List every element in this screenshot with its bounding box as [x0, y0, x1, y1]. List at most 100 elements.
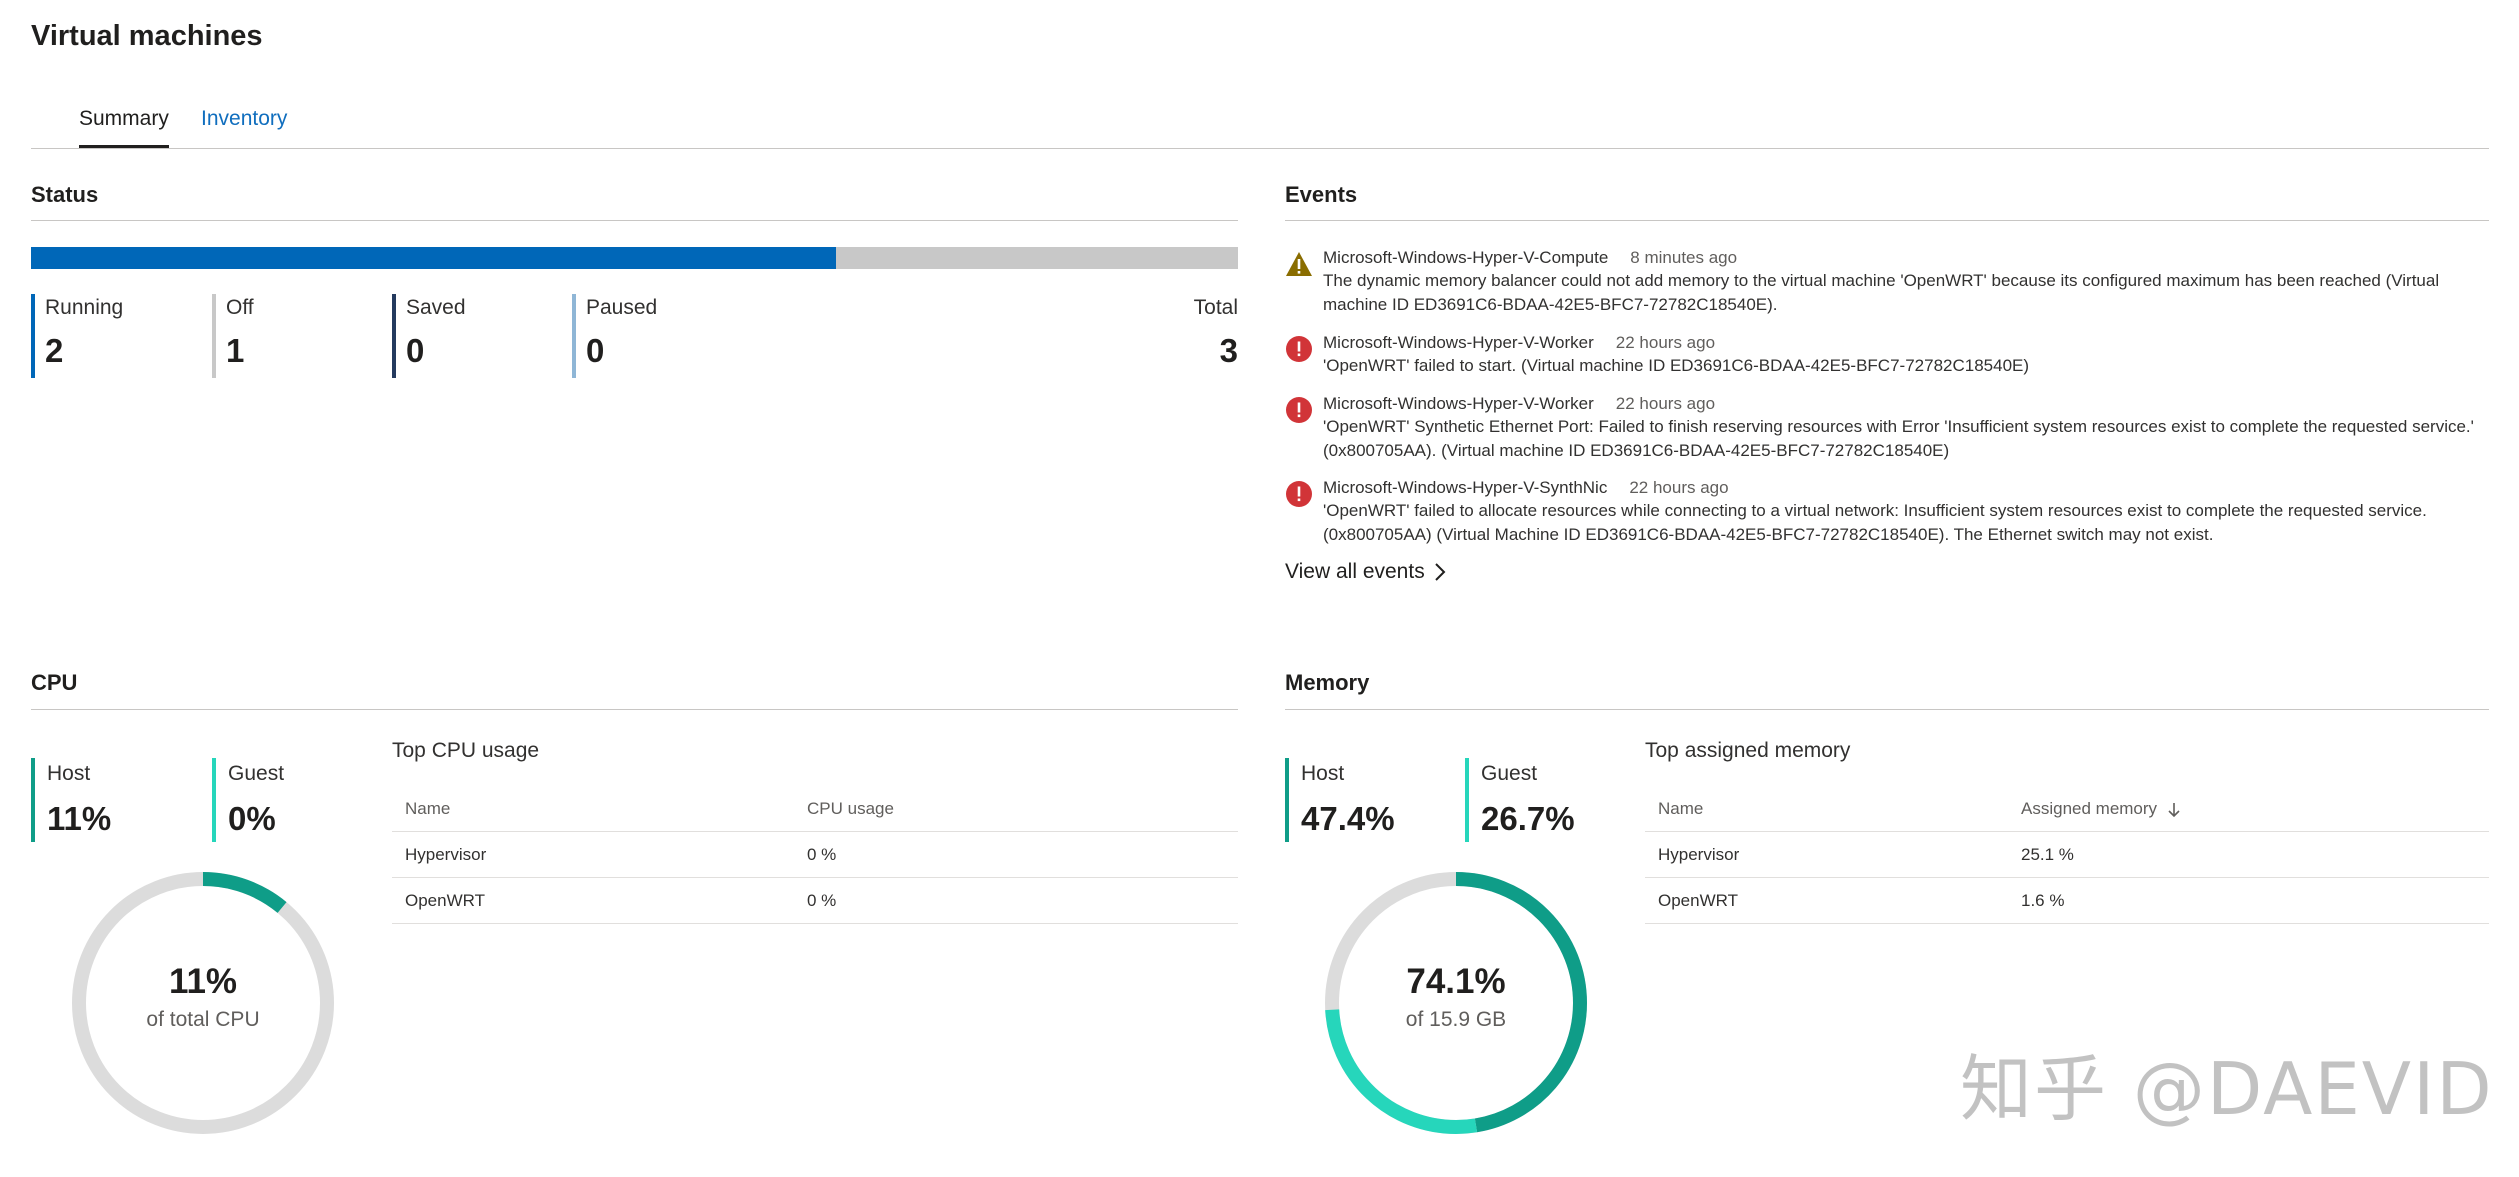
warning-icon [1286, 252, 1312, 276]
memory-guest-bar [1465, 758, 1469, 842]
cpu-host-value: 11% [47, 800, 112, 837]
event-message: 'OpenWRT' failed to allocate resources w… [1323, 501, 2427, 544]
status-progress-fill [31, 247, 836, 269]
cell-name: Hypervisor [1658, 845, 1740, 864]
event-time: 8 minutes ago [1630, 248, 1738, 267]
event-message: 'OpenWRT' Synthetic Ethernet Port: Faile… [1323, 417, 2474, 460]
cpu-donut-host-segment [72, 872, 334, 1134]
memory-table-title: Top assigned memory [1645, 739, 1851, 762]
stat-saved-label: Saved [406, 296, 466, 319]
cpu-usage-table: Name CPU usage Hypervisor 0 % OpenWRT 0 … [392, 786, 1238, 924]
cpu-donut-svg [72, 872, 334, 1134]
table-row[interactable]: Hypervisor 0 % [392, 832, 1238, 878]
stat-saved: Saved 0 [392, 294, 466, 378]
stat-paused-label: Paused [586, 296, 658, 319]
memory-donut-chart: 74.1% of 15.9 GB [1319, 866, 1593, 1140]
column-header-assigned-memory[interactable]: Assigned memory [2021, 786, 2182, 831]
stat-paused-bar [572, 294, 576, 378]
memory-donut-guest-segment [1325, 872, 1587, 1134]
memory-section-title: Memory [1285, 670, 1370, 695]
cpu-guest-label: Guest [228, 762, 285, 785]
stat-paused-value: 0 [586, 332, 605, 369]
cpu-guest-metric: Guest 0% [212, 758, 284, 842]
cpu-host-metric: Host 11% [31, 758, 111, 842]
column-header-name[interactable]: Name [1658, 799, 1704, 818]
stat-running: Running 2 [31, 294, 123, 378]
event-source: Microsoft-Windows-Hyper-V-Compute [1323, 248, 1609, 267]
memory-donut-svg [1325, 872, 1587, 1134]
cell-name: OpenWRT [405, 891, 485, 910]
memory-guest-metric: Guest 26.7% [1465, 758, 1575, 842]
stat-running-bar [31, 294, 35, 378]
stat-paused: Paused 0 [572, 294, 657, 378]
cell-name: Hypervisor [405, 845, 487, 864]
event-message: 'OpenWRT' failed to start. (Virtual mach… [1323, 356, 2030, 375]
event-body: Microsoft-Windows-Hyper-V-SynthNic 22 hou… [1323, 478, 2493, 547]
events-divider [1285, 220, 2489, 221]
memory-guest-value: 26.7% [1481, 800, 1575, 837]
event-source: Microsoft-Windows-Hyper-V-Worker [1323, 394, 1594, 413]
memory-donut-host-segment [1325, 872, 1587, 1134]
chevron-right-icon [1434, 563, 1446, 582]
memory-donut-subtitle: of 15.9 GB [1405, 1008, 1507, 1031]
cpu-divider [31, 709, 1238, 710]
cell-cpu-usage: 0 % [807, 891, 837, 910]
memory-divider [1285, 709, 2489, 710]
cpu-donut-chart: 11% of total CPU [66, 866, 340, 1140]
stat-total: Total 3 [1194, 294, 1238, 370]
memory-host-label: Host [1301, 762, 1345, 785]
status-progress-bar [31, 247, 1238, 269]
cpu-table-title: Top CPU usage [392, 739, 540, 762]
cpu-donut-center: 11% of total CPU [66, 962, 340, 1032]
arrow-down-icon [2168, 802, 2180, 817]
cpu-section-title: CPU [31, 670, 78, 695]
cell-cpu-usage: 0 % [807, 845, 837, 864]
table-row[interactable]: OpenWRT 0 % [392, 878, 1238, 924]
memory-donut-percent: 74.1% [1406, 962, 1506, 1001]
stat-off-label: Off [226, 296, 254, 319]
tab-inventory[interactable]: Inventory [201, 107, 288, 130]
table-row[interactable]: Hypervisor 25.1 % [1645, 832, 2489, 878]
column-header-cpu-usage[interactable]: CPU usage [807, 799, 894, 818]
status-section-title: Status [31, 182, 99, 207]
event-body: Microsoft-Windows-Hyper-V-Worker 22 hours… [1323, 394, 2493, 463]
tab-summary[interactable]: Summary [79, 104, 169, 148]
error-icon [1286, 397, 1312, 423]
table-header: Name Assigned memory [1645, 786, 2489, 832]
cell-name: OpenWRT [1658, 891, 1738, 910]
memory-host-value: 47.4% [1301, 800, 1395, 837]
view-all-events-link[interactable]: View all events [1285, 560, 1447, 584]
event-time: 22 hours ago [1615, 333, 1716, 352]
stat-running-label: Running [45, 296, 124, 319]
memory-table: Name Assigned memory Hypervisor 25.1 % O… [1645, 786, 2489, 924]
table-header: Name CPU usage [392, 786, 1238, 832]
event-message: The dynamic memory balancer could not ad… [1323, 271, 2440, 314]
event-time: 22 hours ago [1615, 394, 1716, 413]
memory-host-metric: Host 47.4% [1285, 758, 1395, 842]
stat-saved-value: 0 [406, 332, 425, 369]
stat-total-label: Total [1193, 296, 1238, 319]
event-body: Microsoft-Windows-Hyper-V-Compute 8 minut… [1323, 248, 2493, 317]
stat-saved-bar [392, 294, 396, 378]
stat-off: Off 1 [212, 294, 254, 378]
status-divider [31, 220, 1238, 221]
cell-assigned-memory: 1.6 % [2021, 891, 2065, 910]
cpu-donut-subtitle: of total CPU [146, 1008, 260, 1031]
tab-bar: Summary Inventory [31, 104, 2489, 149]
page-title: Virtual machines [31, 20, 263, 52]
event-time: 22 hours ago [1629, 478, 1729, 497]
cell-assigned-memory: 25.1 % [2021, 845, 2074, 864]
cpu-guest-value: 0% [228, 800, 276, 837]
error-icon [1286, 336, 1312, 362]
events-section-title: Events [1285, 182, 1358, 207]
stat-total-value: 3 [1219, 332, 1238, 369]
table-row[interactable]: OpenWRT 1.6 % [1645, 878, 2489, 924]
memory-guest-label: Guest [1481, 762, 1538, 785]
event-source: Microsoft-Windows-Hyper-V-Worker [1323, 333, 1594, 352]
watermark: 知乎 @DAEVID [1960, 1047, 2494, 1131]
stat-off-bar [212, 294, 216, 378]
view-all-events-label: View all events [1285, 560, 1425, 583]
memory-host-bar [1285, 758, 1289, 842]
stat-running-value: 2 [45, 332, 64, 369]
column-header-name[interactable]: Name [405, 799, 451, 818]
